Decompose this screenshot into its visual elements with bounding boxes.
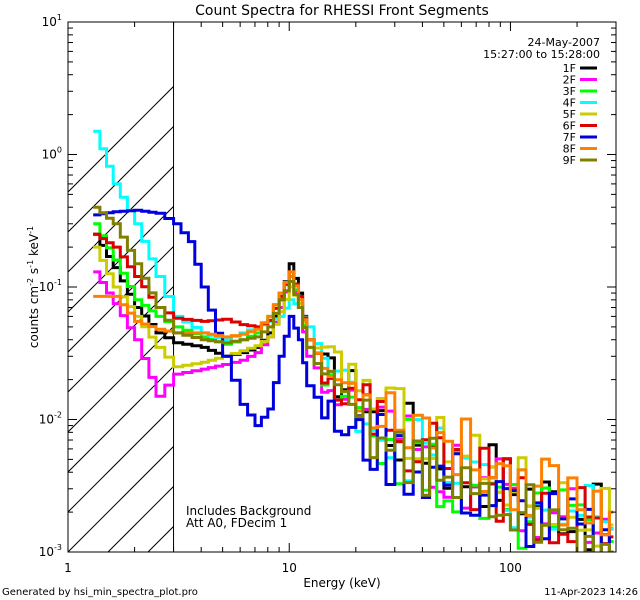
hatch-line xyxy=(68,285,174,393)
y-axis-label: counts cm-2 s-1 keV-1 xyxy=(26,226,41,348)
legend-label-1F: 1F xyxy=(563,62,576,75)
y-tick-label: 10-2 xyxy=(39,411,62,427)
hatch-line xyxy=(68,205,174,313)
hatch-line xyxy=(68,365,174,473)
series-6F-line xyxy=(93,232,614,546)
legend-label-2F: 2F xyxy=(563,74,576,87)
legend-label-6F: 6F xyxy=(563,120,576,133)
x-tick-label: 1 xyxy=(64,561,72,575)
series-5F-line xyxy=(93,245,614,548)
series-8F-line xyxy=(93,270,614,537)
x-tick-label: 100 xyxy=(499,561,522,575)
hatched-region xyxy=(68,22,640,552)
hatch-line xyxy=(68,405,174,513)
series-9F-line xyxy=(93,205,614,552)
hatch-line xyxy=(388,22,640,552)
series-group xyxy=(93,129,614,552)
legend-label-4F: 4F xyxy=(563,97,576,110)
series-2F-line xyxy=(93,270,614,552)
y-label-end: keV xyxy=(27,233,41,260)
y-label-mid: s xyxy=(27,268,41,278)
annotation-background: Includes Background xyxy=(186,504,311,518)
y-tick-label: 10-1 xyxy=(39,278,62,294)
legend-label-7F: 7F xyxy=(563,131,576,144)
y-tick-label: 10-3 xyxy=(39,543,62,559)
axis-ticks: 1 10 100 101 100 10-1 10-2 10-3 xyxy=(39,13,617,575)
y-label-exp-2: -1 xyxy=(26,260,35,268)
footer-generator: Generated by hsi_min_spectra_plot.pro xyxy=(2,587,198,598)
date-label: 24-May-2007 xyxy=(528,36,600,49)
y-label-exp-1: -2 xyxy=(26,278,35,286)
footer-timestamp: 11-Apr-2023 14:26 xyxy=(544,587,638,598)
y-label-main: counts cm xyxy=(27,286,41,348)
hatch-line xyxy=(68,245,174,353)
chart-title: Count Spectra for RHESSI Front Segments xyxy=(195,3,489,19)
hatch-line xyxy=(68,85,174,193)
time-range-label: 15:27:00 to 15:28:00 xyxy=(483,48,600,61)
legend-label-9F: 9F xyxy=(563,154,576,167)
legend-label-5F: 5F xyxy=(563,108,576,121)
x-tick-label: 10 xyxy=(282,561,297,575)
y-tick-label: 101 xyxy=(42,13,62,29)
legend-label-3F: 3F xyxy=(563,85,576,98)
annotation-attenuator: Att A0, FDecim 1 xyxy=(186,516,287,530)
legend-label-8F: 8F xyxy=(563,143,576,156)
y-tick-label: 100 xyxy=(42,146,62,162)
series-3F-line xyxy=(93,222,614,552)
y-label-exp-3: -1 xyxy=(26,226,35,234)
x-axis-label: Energy (keV) xyxy=(303,576,380,590)
hatch-line xyxy=(68,445,174,552)
